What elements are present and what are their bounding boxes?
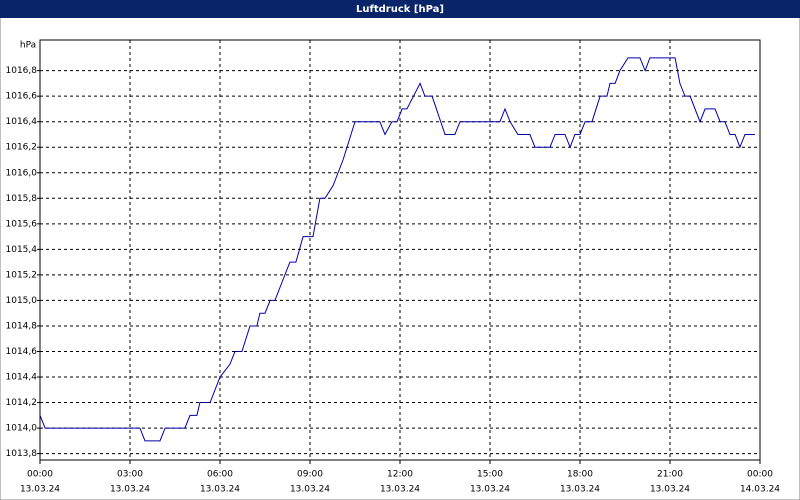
x-tick-date: 13.03.24 [470,485,510,495]
y-tick-label: 1013,8 [6,449,38,459]
y-axis-label: hPa [20,41,36,51]
y-tick-label: 1015,8 [6,194,38,204]
x-tick-label: 03:00 [117,470,143,480]
x-tick-date: 13.03.24 [380,485,420,495]
line [39,57,755,442]
chart-title: Luftdruck [hPa] [356,4,444,15]
x-tick-label: 09:00 [297,470,323,480]
y-tick-label: 1016,6 [6,92,38,102]
x-tick-date: 13.03.24 [560,485,600,495]
y-tick-label: 1015,2 [6,270,38,280]
y-tick-label: 1014,8 [6,321,38,331]
x-tick-label: 18:00 [567,470,593,480]
y-tick-label: 1014,2 [6,398,38,408]
x-tick-date: 13.03.24 [290,485,330,495]
y-tick-label: 1015,6 [6,219,38,229]
y-tick-label: 1016,4 [6,117,38,127]
y-tick-label: 1016,0 [6,168,38,178]
x-tick-label: 12:00 [387,470,413,480]
x-tick-date: 13.03.24 [650,485,690,495]
x-tick-label: 00:00 [747,470,773,480]
y-tick-label: 1015,4 [6,245,38,255]
x-tick-date: 13.03.24 [110,485,150,495]
y-tick-label: 1015,0 [6,296,38,306]
x-tick-date: 13.03.24 [200,485,240,495]
x-tick-label: 21:00 [657,470,683,480]
y-tick-label: 1016,2 [6,143,38,153]
y-tick-label: 1014,4 [6,373,38,383]
x-tick-date: 13.03.24 [20,485,60,495]
x-tick-label: 06:00 [207,470,233,480]
y-tick-label: 1016,8 [6,66,38,76]
y-tick-label: 1014,6 [6,347,38,357]
x-tick-label: 15:00 [477,470,503,480]
title-bar [0,0,800,18]
y-tick-label: 1014,0 [6,424,38,434]
x-tick-date: 14.03.24 [740,485,780,495]
x-tick-label: 00:00 [27,470,53,480]
